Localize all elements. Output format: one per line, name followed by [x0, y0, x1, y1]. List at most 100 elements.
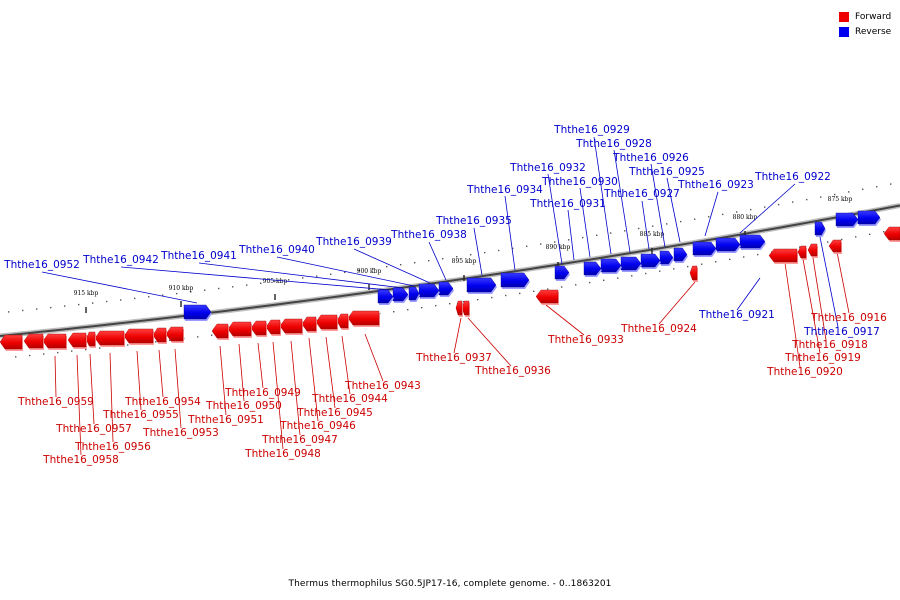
tick-dot [414, 262, 416, 264]
legend-item-forward: Forward [839, 9, 891, 24]
gene-arrow [715, 237, 741, 252]
gene-arrow [408, 286, 420, 301]
tick-dot [246, 284, 248, 286]
gene-arrow [883, 226, 900, 241]
gene-label: Ththe16_0942 [82, 254, 159, 266]
gene-label: Ththe16_0932 [509, 162, 586, 174]
label-leader-line [120, 266, 391, 291]
tick-label: 915 kbp [74, 290, 99, 297]
label-leader-line [54, 355, 57, 398]
tick-dot [862, 188, 864, 190]
label-leader-line [547, 173, 563, 265]
tick-dot [715, 261, 717, 263]
gene-label: Ththe16_0947 [261, 434, 338, 446]
gene-label: Ththe16_0949 [224, 387, 301, 399]
tick-label: 880 kbp [733, 214, 758, 221]
label-leader-line [836, 251, 850, 314]
tick-label: 905 kbp [263, 278, 288, 285]
gene-arrow [211, 323, 229, 339]
tick-dot [302, 277, 304, 279]
tick-dot [792, 201, 794, 203]
tick-dot [393, 311, 395, 313]
tick-label: 910 kbp [169, 285, 194, 292]
major-tick-mark [274, 294, 276, 300]
tick-dot [589, 281, 591, 284]
tick-dot [561, 286, 563, 288]
gene-arrow [227, 321, 252, 337]
major-tick-mark [651, 248, 653, 254]
label-leader-line [473, 227, 483, 276]
gene-arrow [828, 239, 842, 253]
gene-arrow [689, 265, 698, 281]
gene-arrow [455, 300, 463, 316]
label-leader-line [76, 354, 82, 456]
gene-label: Ththe16_0919 [784, 352, 861, 364]
gene-label: Ththe16_0940 [238, 244, 315, 256]
legend: Forward Reverse [839, 9, 891, 39]
tick-dot [617, 277, 619, 279]
tick-dot [603, 279, 605, 281]
label-leader-lines [41, 136, 850, 456]
gene-label: Ththe16_0943 [344, 380, 421, 392]
tick-dot [701, 263, 703, 265]
tick-dot [848, 191, 850, 193]
label-leader-line [613, 149, 631, 253]
gene-arrow [94, 330, 125, 346]
tick-dot [421, 307, 423, 309]
tick-dot [162, 294, 164, 296]
tick-dot [631, 275, 633, 277]
tick-dot [498, 249, 500, 252]
gene-arrow [165, 326, 184, 342]
tick-dot [855, 236, 857, 238]
gene-arrow [377, 289, 394, 304]
tick-dot [659, 270, 661, 272]
label-leader-line [109, 352, 114, 443]
gene-label: Ththe16_0922 [754, 171, 831, 183]
gene-label: Ththe16_0946 [279, 420, 356, 432]
label-leader-line [784, 262, 801, 368]
tick-dot [673, 268, 675, 270]
genome-backbone [0, 203, 900, 339]
label-leader-line [89, 353, 95, 425]
tick-dot [43, 353, 45, 355]
gene-labels: Ththe16_0916Ththe16_0917Ththe16_0918Thth… [3, 124, 887, 466]
major-tick-mark [744, 231, 746, 237]
tick-dot [71, 350, 73, 352]
gene-label: Ththe16_0928 [575, 138, 652, 150]
tick-dot [274, 280, 276, 283]
gene-arrow [692, 241, 717, 256]
gene-label: Ththe16_0933 [547, 334, 624, 346]
tick-dot [806, 198, 808, 201]
label-leader-line [238, 343, 245, 402]
tick-dot [470, 254, 472, 256]
tick-dot [435, 305, 437, 307]
label-leader-line [276, 256, 415, 287]
major-tick-mark [180, 301, 182, 307]
tick-dot [596, 234, 598, 236]
gene-label: Ththe16_0948 [244, 448, 321, 460]
gene-label: Ththe16_0926 [612, 152, 689, 164]
gene-arrow [673, 247, 688, 262]
tick-dot [778, 203, 780, 206]
major-tick-mark [557, 262, 559, 268]
tick-dot [582, 236, 584, 239]
tick-dot [890, 183, 892, 185]
tick-dot [372, 267, 374, 270]
label-leader-line [325, 336, 336, 409]
gene-arrow [768, 248, 798, 263]
gene-arrow [67, 332, 87, 348]
label-leader-line [812, 257, 827, 341]
gene-label: Ththe16_0959 [17, 396, 94, 408]
tick-dot [827, 241, 829, 243]
tick-dot [512, 247, 514, 250]
gene-label: Ththe16_0954 [124, 396, 201, 408]
tick-dot [722, 213, 724, 216]
gene-label: Ththe16_0937 [415, 352, 492, 364]
gene-label: Ththe16_0950 [205, 400, 282, 412]
tick-dot [568, 239, 570, 241]
label-leader-line [136, 350, 142, 411]
gene-label: Ththe16_0921 [698, 309, 775, 321]
gene-label: Ththe16_0938 [390, 229, 467, 241]
tick-dot [463, 301, 465, 303]
tick-dot [120, 299, 122, 301]
